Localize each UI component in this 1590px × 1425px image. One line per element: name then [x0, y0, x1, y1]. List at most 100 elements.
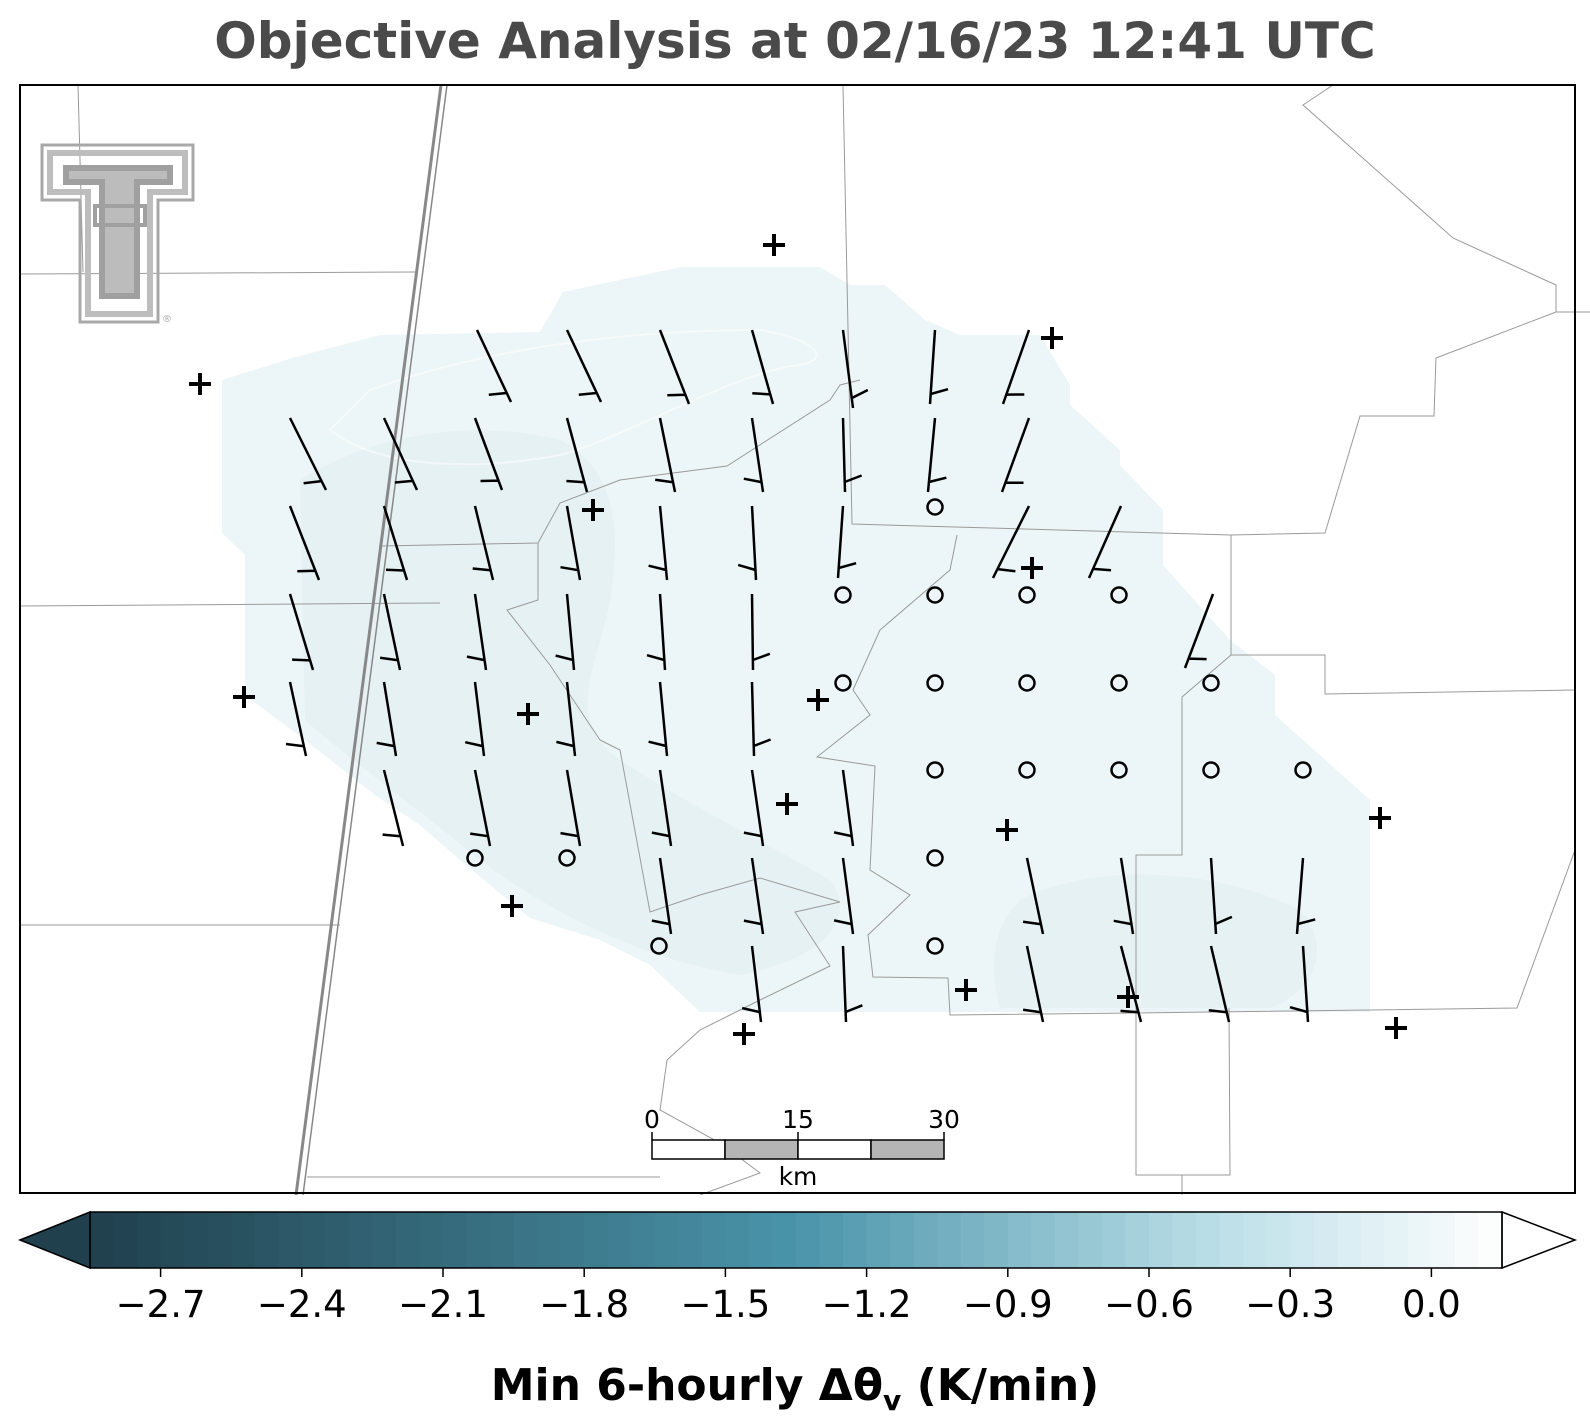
calm-wind-circle	[926, 937, 944, 955]
station-plus-marker	[582, 499, 604, 521]
station-plus-marker	[1369, 807, 1391, 829]
wind-barb	[379, 593, 402, 671]
colorbar-cell	[207, 1212, 232, 1268]
colorbar: −2.7 −2.4 −2.1 −1.8 −1.5 −1.2 −0.9 −0.6 −0.3 0.0	[17, 1210, 1578, 1326]
colorbar-cell	[490, 1212, 515, 1268]
wind-barb	[1113, 857, 1135, 935]
calm-wind-circle	[1294, 761, 1312, 779]
colorbar-cell	[796, 1212, 821, 1268]
colorbar-cell	[890, 1212, 915, 1268]
colorbar-cell	[1101, 1212, 1127, 1268]
wind-barb	[382, 769, 405, 847]
calm-wind-circle	[834, 586, 852, 604]
colorbar-cell	[1360, 1212, 1385, 1268]
wind-barb	[928, 329, 949, 405]
station-plus-marker	[807, 689, 829, 711]
calm-wind-circle	[1202, 761, 1220, 779]
station-plus-marker	[189, 373, 211, 395]
calm-wind-circle	[558, 849, 576, 867]
colorbar-cell	[1290, 1212, 1315, 1268]
wind-barb	[560, 505, 582, 581]
colorbar-tick-label: −2.4	[257, 1283, 347, 1326]
map-frame	[19, 84, 1576, 1194]
station-plus-marker	[955, 979, 977, 1001]
wind-barb	[1000, 417, 1031, 493]
colorbar-tick-label: −2.1	[398, 1283, 488, 1326]
wind-barb	[565, 417, 589, 493]
wind-barb	[285, 681, 308, 757]
wind-barb	[464, 681, 486, 757]
calm-wind-circle	[1110, 586, 1128, 604]
wind-barb	[651, 769, 673, 847]
colorbar-tick-label: −0.6	[1104, 1283, 1194, 1326]
station-plus-marker	[776, 793, 798, 815]
wind-barb	[1022, 945, 1045, 1023]
wind-barb	[472, 505, 495, 581]
colorbar-tick-label: −1.8	[539, 1283, 629, 1326]
colorbar-cell	[1407, 1212, 1432, 1268]
wind-barb	[658, 329, 691, 405]
wind-barb	[750, 681, 772, 757]
station-plus-marker	[996, 819, 1018, 841]
colorbar-cell	[1125, 1212, 1150, 1268]
wind-barb	[648, 505, 669, 581]
colorbar-cell	[772, 1212, 797, 1268]
colorbar-tick-label: −0.3	[1245, 1283, 1335, 1326]
wind-barb	[288, 417, 328, 491]
colorbar-cell	[607, 1212, 632, 1268]
wind-barb	[1087, 505, 1123, 579]
colorbar-cell	[419, 1212, 444, 1268]
calm-wind-circle	[926, 849, 944, 867]
colorbar-cell	[960, 1212, 985, 1268]
wind-barb	[1209, 857, 1233, 935]
colorbar-cell	[701, 1212, 726, 1268]
wind-barb	[743, 417, 765, 493]
wind-barb	[741, 945, 763, 1023]
colorbar-cell	[725, 1212, 750, 1268]
colorbar-label-sub: v	[883, 1383, 902, 1417]
wind-barb	[841, 945, 863, 1023]
wind-barb	[833, 769, 855, 847]
colorbar-cell	[866, 1212, 891, 1268]
colorbar-cell	[654, 1212, 679, 1268]
station-plus-marker	[1021, 557, 1043, 579]
colorbar-tick-label: −1.5	[680, 1283, 770, 1326]
station-plus-marker	[1041, 327, 1063, 349]
colorbar-cell	[1149, 1212, 1174, 1268]
colorbar-cell	[937, 1212, 962, 1268]
station-plus-marker	[1385, 1017, 1407, 1039]
wind-barb	[1183, 593, 1215, 669]
colorbar-cell	[278, 1212, 303, 1268]
colorbar-cell	[348, 1212, 373, 1268]
wind-barb	[1208, 945, 1231, 1023]
colorbar-cell	[395, 1212, 421, 1268]
wind-barb	[556, 681, 577, 757]
wind-barb	[382, 505, 409, 581]
colorbar-cell	[113, 1212, 138, 1268]
wind-barb	[1119, 945, 1143, 1023]
wind-barb	[560, 769, 582, 847]
calm-wind-circle	[1110, 761, 1128, 779]
colorbar-cell	[1313, 1212, 1338, 1268]
station-plus-marker	[517, 703, 539, 725]
colorbar-cell	[231, 1212, 256, 1268]
colorbar-cell	[678, 1212, 703, 1268]
map-title: Objective Analysis at 02/16/23 12:41 UTC	[214, 12, 1376, 70]
wind-barb	[833, 857, 855, 935]
colorbar-tick-label: −1.2	[822, 1283, 912, 1326]
wind-barb	[382, 417, 419, 491]
map-panel: ® 0 15 30 km	[19, 84, 1590, 1195]
colorbar-cell	[1219, 1212, 1244, 1268]
calm-wind-circle	[926, 761, 944, 779]
colorbar-label-main: Min 6-hourly Δθ	[490, 1360, 884, 1411]
wind-barb	[1001, 329, 1031, 405]
colorbar-cell	[184, 1212, 209, 1268]
wind-barb	[288, 593, 315, 671]
calm-wind-circle	[1018, 761, 1036, 779]
scale-label-0: 0	[644, 1105, 660, 1134]
colorbar-cell	[1078, 1212, 1103, 1268]
colorbar-cell	[513, 1212, 538, 1268]
colorbar-cell	[1172, 1212, 1197, 1268]
colorbar-cell	[254, 1212, 279, 1268]
calm-wind-circle	[926, 674, 944, 692]
